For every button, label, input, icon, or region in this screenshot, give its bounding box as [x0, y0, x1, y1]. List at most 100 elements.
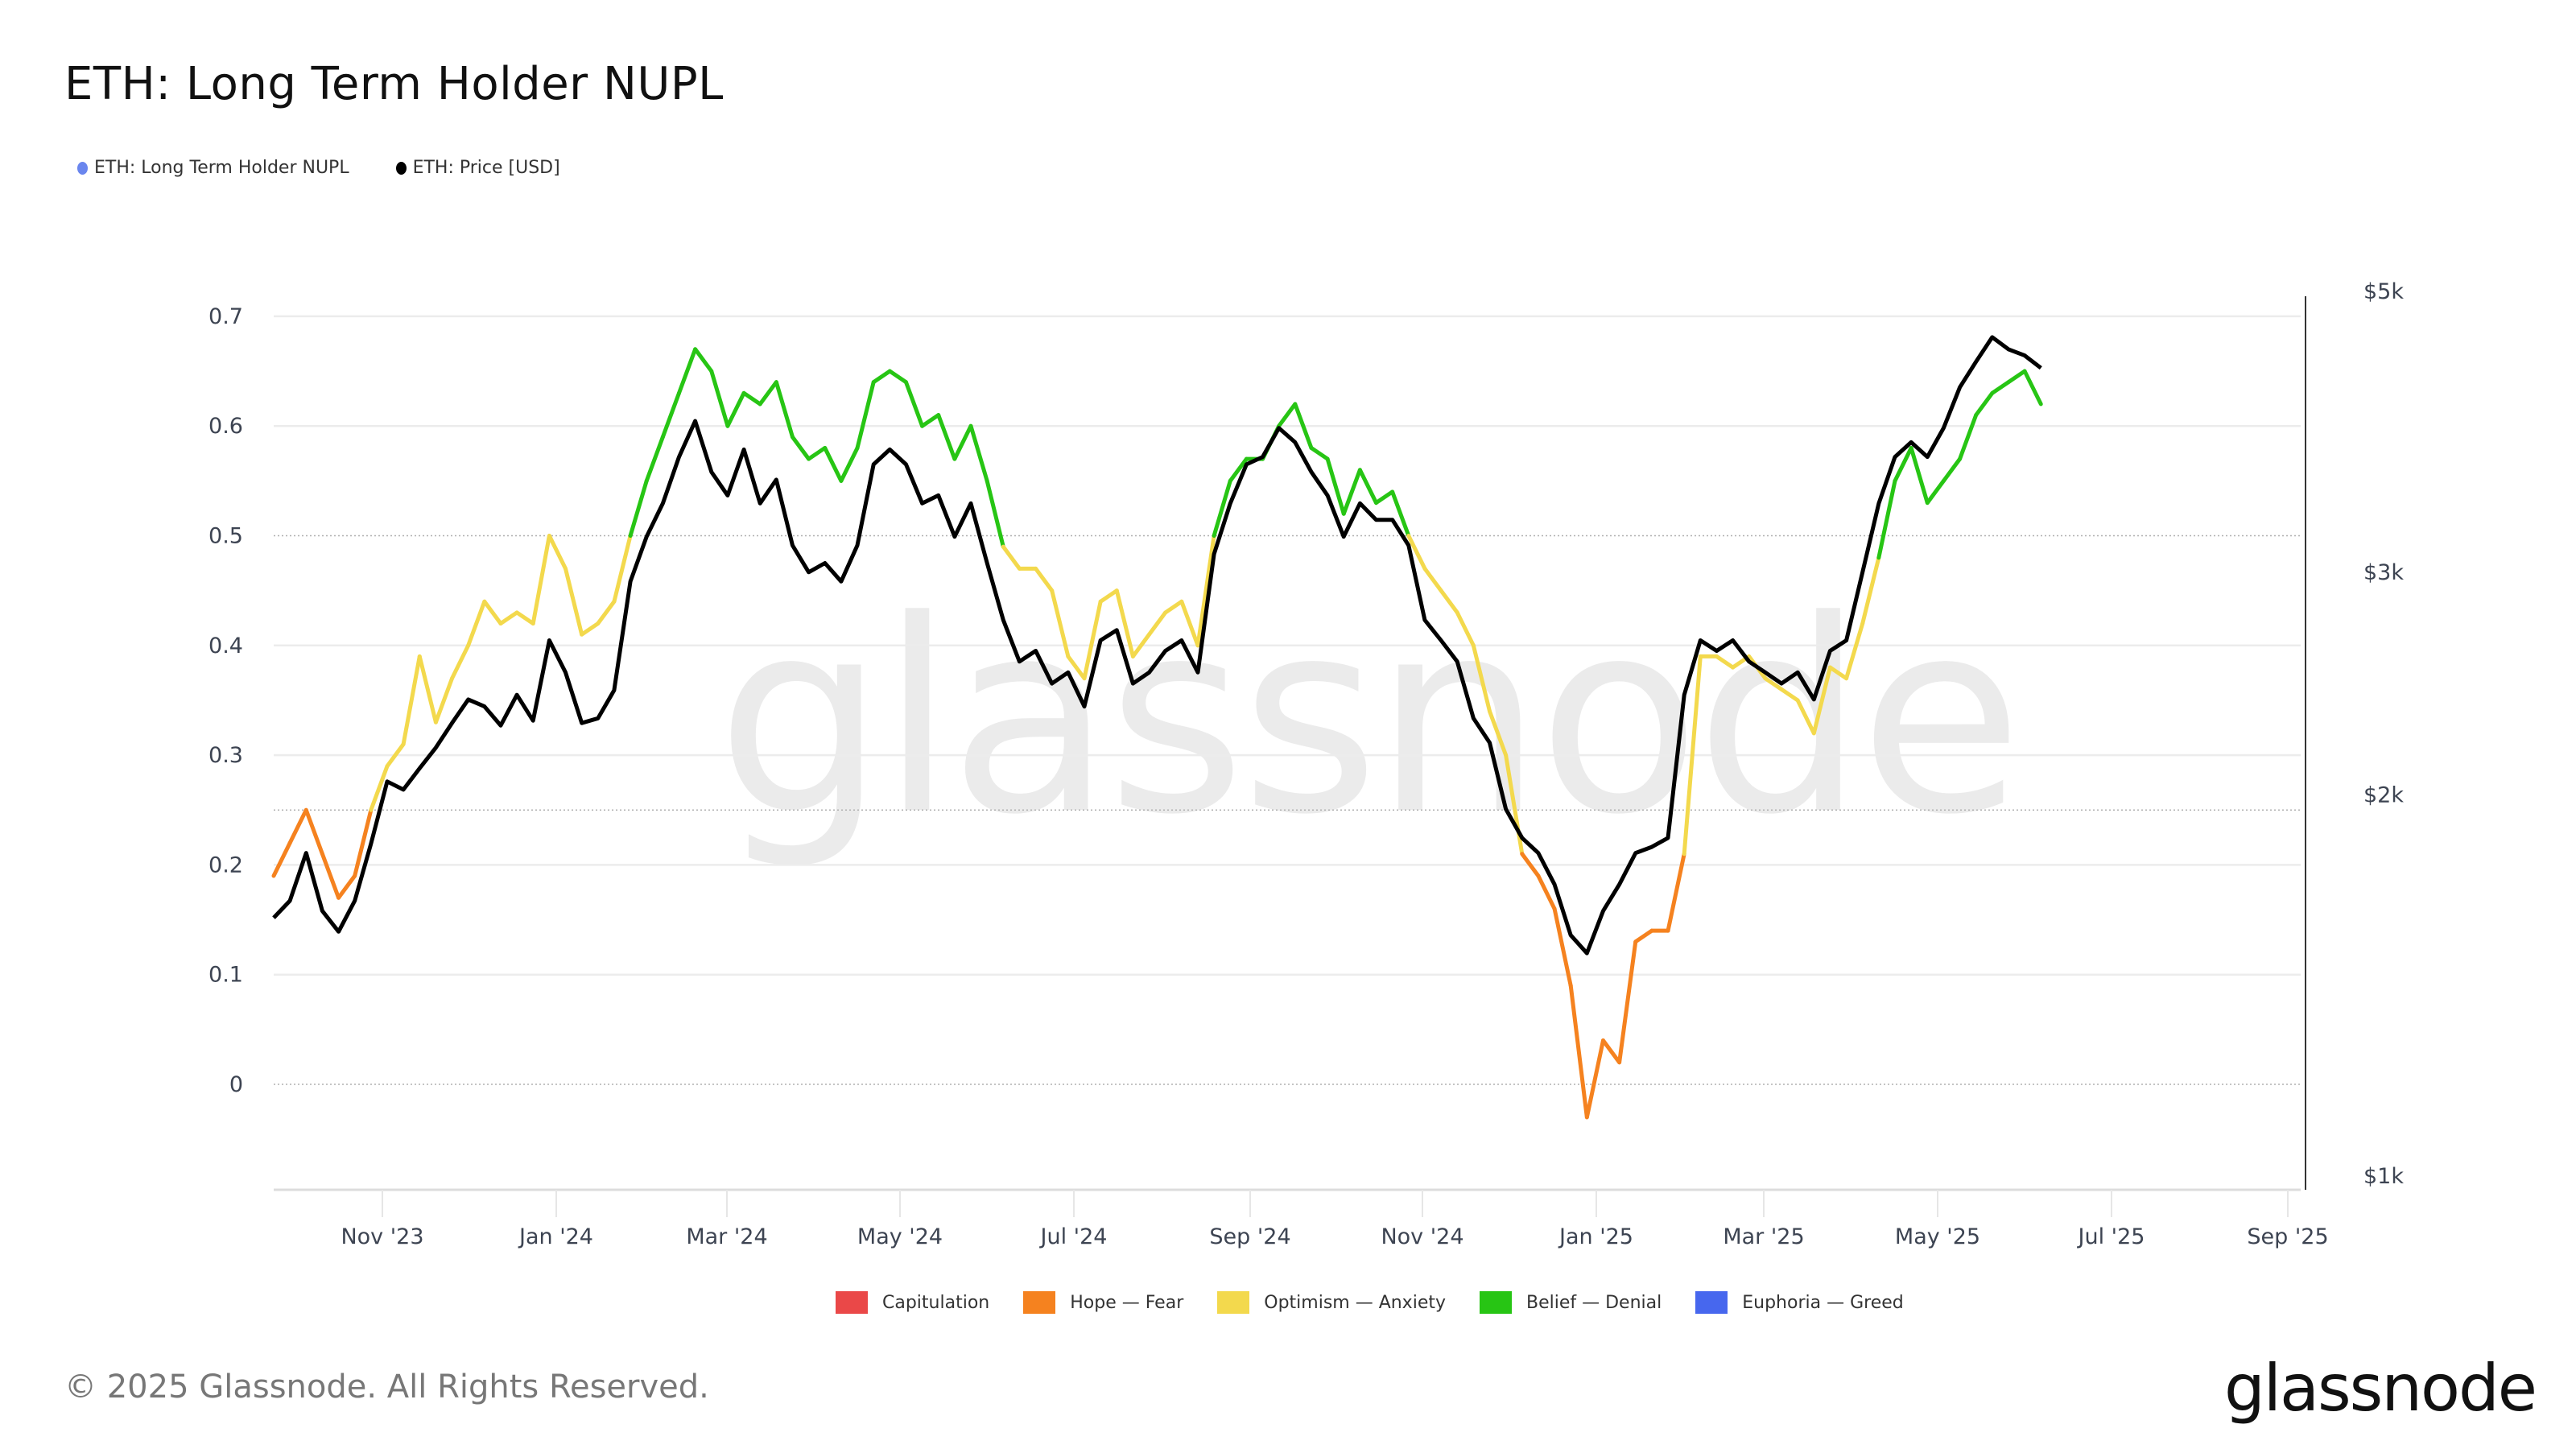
legend-label: Euphoria — Greed	[1742, 1292, 1904, 1313]
nupl-segment	[433, 676, 455, 724]
nupl-segment	[1082, 599, 1103, 681]
left-tick-label: 0.4	[208, 634, 243, 658]
nupl-segment	[1811, 665, 1832, 736]
grid-lines	[274, 315, 2301, 1191]
copyright-text: © 2025 Glassnode. All Rights Reserved.	[64, 1368, 709, 1406]
nupl-segment	[1958, 413, 1979, 461]
nupl-segment	[871, 369, 892, 385]
nupl-segment	[1600, 1038, 1622, 1065]
nupl-segment	[564, 566, 584, 637]
nupl-segment	[1357, 468, 1379, 506]
nupl-segment	[1471, 643, 1492, 714]
nupl-segment	[271, 840, 292, 878]
x-tick-label: Mar '25	[1723, 1224, 1804, 1249]
glassnode-logo: glassnode	[2223, 1351, 2537, 1426]
nupl-segment	[1050, 588, 1071, 658]
left-tick-label: 0	[229, 1072, 243, 1097]
x-tick-label: Nov '23	[341, 1224, 423, 1249]
nupl-segment	[612, 534, 633, 604]
nupl-segment	[1568, 983, 1589, 1120]
right-tick-label: $2k	[2363, 783, 2404, 808]
nupl-segment	[1179, 599, 1200, 648]
nupl-segment	[1034, 566, 1055, 593]
nupl-segment	[1795, 698, 1816, 736]
nupl-segment	[1633, 928, 1654, 944]
legend-item-capitulation[interactable]: Capitulation	[836, 1291, 989, 1314]
nupl-segment	[936, 413, 957, 461]
right-axis-ticks: $1k $2k $3k $5k	[2363, 279, 2404, 1189]
legend-label: Hope — Fear	[1070, 1292, 1184, 1313]
nupl-segment	[774, 380, 795, 440]
legend-item-belief-denial[interactable]: Belief — Denial	[1480, 1291, 1662, 1314]
nupl-segment	[741, 390, 762, 407]
nupl-segment	[628, 478, 649, 538]
nupl-segment	[1341, 468, 1362, 516]
nupl-segment	[903, 380, 925, 428]
nupl-segment	[1455, 610, 1476, 648]
x-tick-label: Sep '24	[1209, 1224, 1290, 1249]
nupl-segment	[1422, 566, 1443, 593]
x-tick-label: Jan '25	[1558, 1224, 1633, 1249]
legend-item-price[interactable]: ETH: Price [USD]	[395, 158, 560, 178]
nupl-segment	[920, 413, 941, 428]
x-tick-label: May '25	[1895, 1224, 1980, 1249]
nupl-segment	[1439, 588, 1459, 615]
nupl-segment	[1974, 390, 1995, 418]
nupl-segment	[1682, 654, 1703, 857]
nupl-segment	[417, 654, 438, 724]
nupl-segment	[1536, 873, 1557, 911]
nupl-segment	[1195, 534, 1216, 648]
nupl-segment	[401, 654, 422, 746]
nupl-segment	[1714, 654, 1736, 670]
nupl-segment	[1893, 445, 1913, 483]
nupl-segment	[1909, 445, 1930, 506]
swatch-icon	[1023, 1291, 1056, 1314]
nupl-segment	[790, 435, 811, 461]
nupl-segment	[530, 534, 551, 626]
legend-item-euphoria-greed[interactable]: Euphoria — Greed	[1695, 1291, 1904, 1314]
left-tick-label: 0.5	[208, 524, 243, 549]
nupl-segment	[1763, 676, 1784, 691]
legend-label: Optimism — Anxiety	[1264, 1292, 1446, 1313]
nupl-segment	[1147, 610, 1168, 637]
nupl-segment	[887, 369, 908, 385]
left-tick-label: 0.3	[208, 743, 243, 768]
legend-item-nupl[interactable]: ETH: Long Term Holder NUPL	[77, 158, 349, 178]
nupl-segment	[985, 478, 1005, 549]
legend-label: ETH: Price [USD]	[412, 158, 560, 178]
nupl-segment	[1860, 555, 1881, 626]
nupl-segment	[466, 599, 487, 648]
swatch-icon	[1217, 1291, 1250, 1314]
right-tick-label: $3k	[2363, 560, 2404, 585]
zone-legend: Capitulation Hope — Fear Optimism — Anxi…	[836, 1291, 1904, 1314]
nupl-segment	[1293, 402, 1314, 450]
series-lines	[271, 335, 2043, 1120]
nupl-segment	[693, 347, 714, 374]
right-tick-label: $5k	[2363, 279, 2404, 304]
swatch-icon	[1695, 1291, 1728, 1314]
nupl-segment	[1876, 478, 1897, 560]
left-axis-ticks: 0 0.1 0.2 0.3 0.4 0.5 0.6 0.7	[208, 304, 243, 1097]
left-tick-label: 0.2	[208, 852, 243, 877]
nupl-segment	[1552, 906, 1573, 988]
nupl-segment	[952, 423, 973, 461]
nupl-segment	[1309, 445, 1330, 461]
nupl-segment	[1617, 939, 1638, 1065]
x-tick-label: Nov '24	[1381, 1224, 1463, 1249]
nupl-segment	[1406, 534, 1427, 571]
legend-item-hope-fear[interactable]: Hope — Fear	[1023, 1291, 1183, 1314]
nupl-segment	[839, 445, 860, 483]
nupl-segment	[855, 380, 876, 450]
legend-item-optimism-anxiety[interactable]: Optimism — Anxiety	[1217, 1291, 1446, 1314]
nupl-segment	[1228, 456, 1249, 483]
nupl-segment	[1827, 665, 1849, 681]
nupl-segment	[823, 445, 844, 483]
x-tick-label: Jan '24	[518, 1224, 593, 1249]
nupl-segment	[547, 534, 568, 571]
nupl-segment	[1504, 753, 1525, 857]
nupl-segment	[1941, 456, 1963, 483]
nupl-segment	[1001, 544, 1022, 571]
nupl-segment	[303, 807, 324, 857]
x-tick-label: Sep '25	[2247, 1224, 2328, 1249]
nupl-segment	[514, 610, 535, 626]
